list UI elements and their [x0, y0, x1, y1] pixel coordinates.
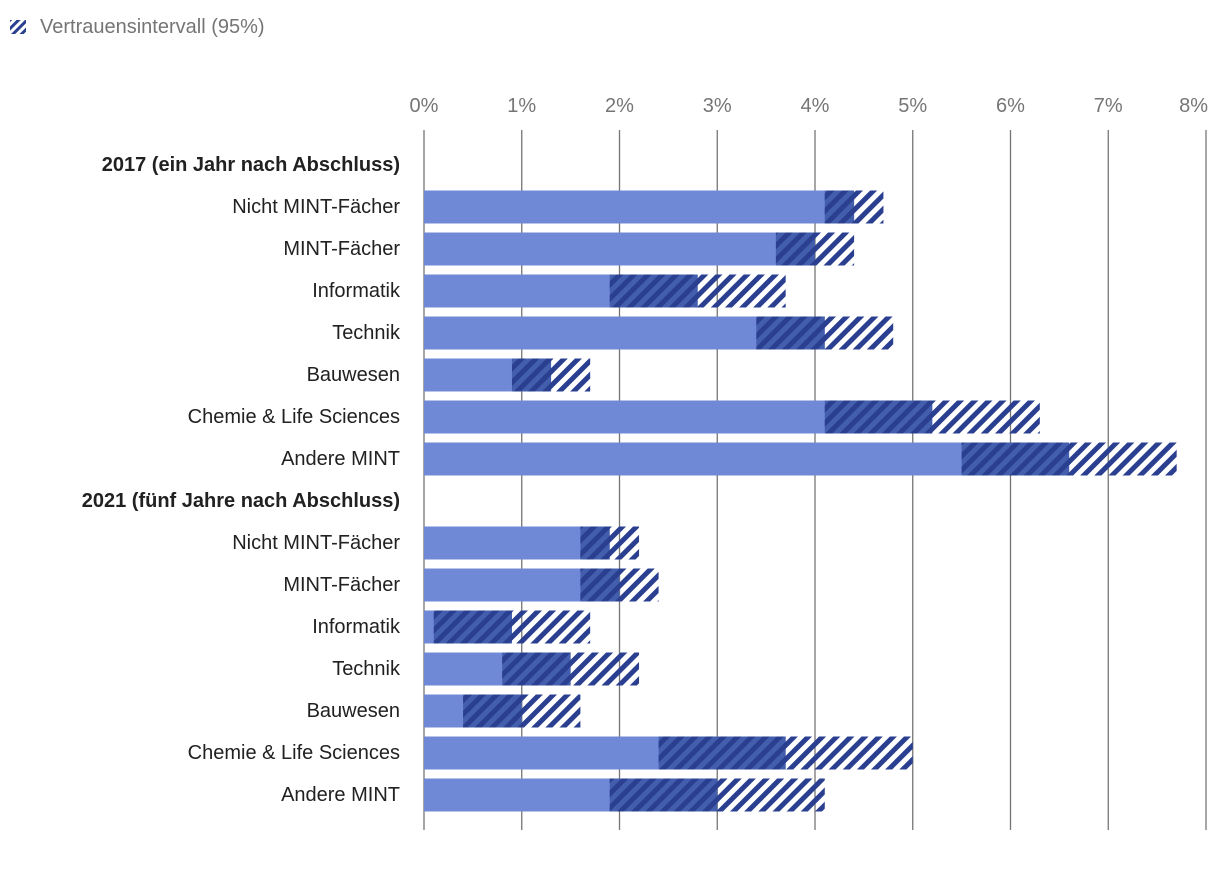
- confidence-interval: [502, 652, 640, 686]
- bar: [424, 526, 610, 560]
- category-label: Informatik: [312, 616, 401, 638]
- category-label: Nicht MINT-Fächer: [232, 196, 400, 218]
- category-label: Nicht MINT-Fächer: [232, 532, 400, 554]
- category-label: Bauwesen: [307, 700, 400, 722]
- confidence-interval: [658, 736, 913, 770]
- confidence-interval: [824, 400, 1040, 434]
- category-label: Informatik: [312, 280, 401, 302]
- x-axis-ticks: 0% 1% 2% 3% 4% 5% 6% 7% 8%: [410, 95, 1209, 117]
- x-tick-label: 5%: [898, 95, 927, 117]
- confidence-interval: [609, 778, 825, 812]
- x-tick-label: 8%: [1179, 95, 1208, 117]
- group-label: 2021 (fünf Jahre nach Abschluss): [82, 490, 400, 512]
- x-tick-label: 3%: [703, 95, 732, 117]
- confidence-interval: [580, 568, 659, 602]
- category-label: Bauwesen: [307, 364, 400, 386]
- confidence-interval: [433, 610, 591, 644]
- confidence-interval: [580, 526, 640, 560]
- x-tick-label: 4%: [801, 95, 830, 117]
- confidence-interval: [463, 694, 581, 728]
- x-tick-label: 2%: [605, 95, 634, 117]
- bar: [424, 232, 815, 266]
- category-label: MINT-Fächer: [283, 238, 400, 260]
- category-label: Chemie & Life Sciences: [188, 406, 400, 428]
- confidence-interval: [609, 274, 786, 308]
- bars: [424, 190, 1177, 812]
- confidence-interval: [756, 316, 894, 350]
- category-label: MINT-Fächer: [283, 574, 400, 596]
- legend: Vertrauensintervall (95%): [10, 14, 265, 40]
- category-label: Technik: [332, 658, 401, 680]
- bar: [424, 190, 855, 224]
- x-tick-label: 1%: [507, 95, 536, 117]
- x-tick-label: 0%: [410, 95, 439, 117]
- confidence-interval: [824, 190, 884, 224]
- confidence-interval: [511, 358, 591, 392]
- category-label: Technik: [332, 322, 401, 344]
- legend-label: Vertrauensintervall (95%): [40, 15, 265, 38]
- confidence-interval: [775, 232, 855, 266]
- x-tick-label: 6%: [996, 95, 1025, 117]
- group-label: 2017 (ein Jahr nach Abschluss): [102, 154, 400, 176]
- category-label: Andere MINT: [281, 448, 400, 470]
- legend-hatch-swatch-icon: [10, 20, 26, 34]
- confidence-interval: [961, 442, 1177, 476]
- x-tick-label: 7%: [1094, 95, 1123, 117]
- category-label: Chemie & Life Sciences: [188, 742, 400, 764]
- category-labels: 2017 (ein Jahr nach Abschluss) Nicht MINT…: [82, 154, 401, 806]
- category-label: Andere MINT: [281, 784, 400, 806]
